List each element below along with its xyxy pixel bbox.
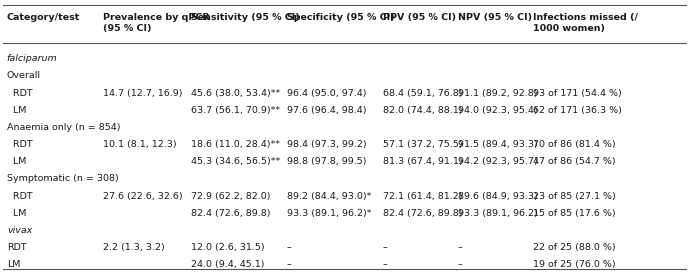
Text: 91.5 (89.4, 93.3): 91.5 (89.4, 93.3) bbox=[458, 140, 537, 149]
Text: 82.0 (74.4, 88.1): 82.0 (74.4, 88.1) bbox=[383, 106, 462, 115]
Text: Infections missed (/
1000 women): Infections missed (/ 1000 women) bbox=[533, 13, 638, 33]
Text: Sensitivity (95 % CI): Sensitivity (95 % CI) bbox=[191, 13, 300, 22]
Text: 72.1 (61.4, 81.2): 72.1 (61.4, 81.2) bbox=[383, 192, 462, 201]
Text: 89.6 (84.9, 93.3): 89.6 (84.9, 93.3) bbox=[458, 192, 537, 201]
Text: 93.3 (89.1, 96.2)*: 93.3 (89.1, 96.2)* bbox=[287, 209, 372, 218]
Text: –: – bbox=[458, 260, 462, 269]
Text: –: – bbox=[458, 243, 462, 252]
Text: 81.3 (67.4, 91.1): 81.3 (67.4, 91.1) bbox=[383, 157, 462, 166]
Text: 45.3 (34.6, 56.5)**: 45.3 (34.6, 56.5)** bbox=[191, 157, 281, 166]
Text: –: – bbox=[383, 243, 387, 252]
Text: 62 of 171 (36.3 %): 62 of 171 (36.3 %) bbox=[533, 106, 622, 115]
Text: 70 of 86 (81.4 %): 70 of 86 (81.4 %) bbox=[533, 140, 616, 149]
Text: 27.6 (22.6, 32.6): 27.6 (22.6, 32.6) bbox=[103, 192, 182, 201]
Text: Overall: Overall bbox=[7, 71, 41, 80]
Text: 45.6 (38.0, 53.4)**: 45.6 (38.0, 53.4)** bbox=[191, 89, 281, 97]
Text: –: – bbox=[383, 260, 387, 269]
Text: 47 of 86 (54.7 %): 47 of 86 (54.7 %) bbox=[533, 157, 616, 166]
Text: 22 of 25 (88.0 %): 22 of 25 (88.0 %) bbox=[533, 243, 616, 252]
Text: 10.1 (8.1, 12.3): 10.1 (8.1, 12.3) bbox=[103, 140, 176, 149]
Text: 91.1 (89.2, 92.8): 91.1 (89.2, 92.8) bbox=[458, 89, 537, 97]
Text: 94.0 (92.3, 95.4): 94.0 (92.3, 95.4) bbox=[458, 106, 537, 115]
Text: RDT: RDT bbox=[7, 140, 32, 149]
Text: –: – bbox=[287, 243, 292, 252]
Text: 19 of 25 (76.0 %): 19 of 25 (76.0 %) bbox=[533, 260, 616, 269]
Text: 63.7 (56.1, 70.9)**: 63.7 (56.1, 70.9)** bbox=[191, 106, 281, 115]
Text: 68.4 (59.1, 76.8): 68.4 (59.1, 76.8) bbox=[383, 89, 462, 97]
Text: RDT: RDT bbox=[7, 243, 26, 252]
Text: LM: LM bbox=[7, 106, 26, 115]
Text: 57.1 (37.2, 75.5): 57.1 (37.2, 75.5) bbox=[383, 140, 462, 149]
Text: Anaemia only (n = 854): Anaemia only (n = 854) bbox=[7, 123, 120, 132]
Text: –: – bbox=[287, 260, 292, 269]
Text: RDT: RDT bbox=[7, 89, 32, 97]
Text: 93.3 (89.1, 96.2): 93.3 (89.1, 96.2) bbox=[458, 209, 537, 218]
Text: 96.4 (95.0, 97.4): 96.4 (95.0, 97.4) bbox=[287, 89, 367, 97]
Text: 82.4 (72.6, 89.8): 82.4 (72.6, 89.8) bbox=[383, 209, 462, 218]
Text: 23 of 85 (27.1 %): 23 of 85 (27.1 %) bbox=[533, 192, 616, 201]
Text: 82.4 (72.6, 89.8): 82.4 (72.6, 89.8) bbox=[191, 209, 271, 218]
Text: 97.6 (96.4, 98.4): 97.6 (96.4, 98.4) bbox=[287, 106, 367, 115]
Text: LM: LM bbox=[7, 157, 26, 166]
Text: 98.8 (97.8, 99.5): 98.8 (97.8, 99.5) bbox=[287, 157, 367, 166]
Text: falciparum: falciparum bbox=[7, 54, 58, 63]
Text: 98.4 (97.3, 99.2): 98.4 (97.3, 99.2) bbox=[287, 140, 367, 149]
Text: vivax: vivax bbox=[7, 226, 32, 235]
Text: 89.2 (84.4, 93.0)*: 89.2 (84.4, 93.0)* bbox=[287, 192, 372, 201]
Text: 93 of 171 (54.4 %): 93 of 171 (54.4 %) bbox=[533, 89, 622, 97]
Text: PPV (95 % CI): PPV (95 % CI) bbox=[383, 13, 455, 22]
Text: 18.6 (11.0, 28.4)**: 18.6 (11.0, 28.4)** bbox=[191, 140, 280, 149]
Text: 2.2 (1.3, 3.2): 2.2 (1.3, 3.2) bbox=[103, 243, 164, 252]
Text: LM: LM bbox=[7, 260, 20, 269]
Text: 72.9 (62.2, 82.0): 72.9 (62.2, 82.0) bbox=[191, 192, 271, 201]
Text: Category/test: Category/test bbox=[7, 13, 80, 22]
Text: 12.0 (2.6, 31.5): 12.0 (2.6, 31.5) bbox=[191, 243, 265, 252]
Text: Specificity (95 % CI): Specificity (95 % CI) bbox=[287, 13, 395, 22]
Text: 94.2 (92.3, 95.7): 94.2 (92.3, 95.7) bbox=[458, 157, 537, 166]
Text: 14.7 (12.7, 16.9): 14.7 (12.7, 16.9) bbox=[103, 89, 182, 97]
Text: LM: LM bbox=[7, 209, 26, 218]
Text: Symptomatic (n = 308): Symptomatic (n = 308) bbox=[7, 174, 118, 184]
Text: 24.0 (9.4, 45.1): 24.0 (9.4, 45.1) bbox=[191, 260, 265, 269]
Text: 15 of 85 (17.6 %): 15 of 85 (17.6 %) bbox=[533, 209, 616, 218]
Text: RDT: RDT bbox=[7, 192, 32, 201]
Text: Prevalence by qPCR
(95 % CI): Prevalence by qPCR (95 % CI) bbox=[103, 13, 209, 33]
Text: NPV (95 % CI): NPV (95 % CI) bbox=[458, 13, 532, 22]
